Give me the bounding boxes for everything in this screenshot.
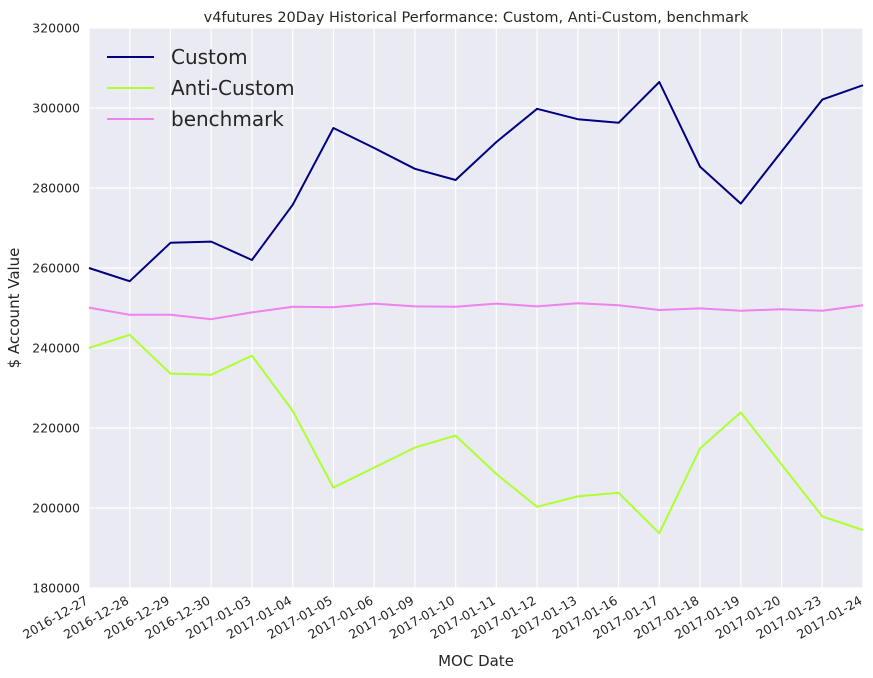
y-tick-labels: 180000 200000 220000 240000 260000 280000 3000… <box>32 21 80 596</box>
y-tick-label: 280000 <box>32 181 80 196</box>
y-tick-label: 180000 <box>32 581 80 596</box>
y-tick-label: 200000 <box>32 501 80 516</box>
y-tick-label: 260000 <box>32 261 80 276</box>
x-axis-label: MOC Date <box>438 652 514 670</box>
legend: Custom Anti-Custom benchmark <box>107 45 295 131</box>
series-line-custom <box>88 81 864 283</box>
series-lines <box>88 81 864 535</box>
y-tick-label: 220000 <box>32 421 80 436</box>
series-line-benchmark <box>88 302 864 321</box>
y-tick-label: 320000 <box>32 21 80 36</box>
legend-label-benchmark: benchmark <box>171 107 284 131</box>
legend-label-custom: Custom <box>171 45 248 69</box>
y-tick-label: 300000 <box>32 101 80 116</box>
x-tick-labels: 2016-12-272016-12-282016-12-292016-12-30… <box>20 593 864 642</box>
plot-area <box>89 28 863 588</box>
chart-title: v4futures 20Day Historical Performance: … <box>204 10 749 26</box>
legend-label-anti-custom: Anti-Custom <box>171 76 295 100</box>
y-axis-label: $ Account Value <box>5 248 23 369</box>
y-tick-label: 240000 <box>32 341 80 356</box>
series-line-anti-custom <box>88 333 864 535</box>
